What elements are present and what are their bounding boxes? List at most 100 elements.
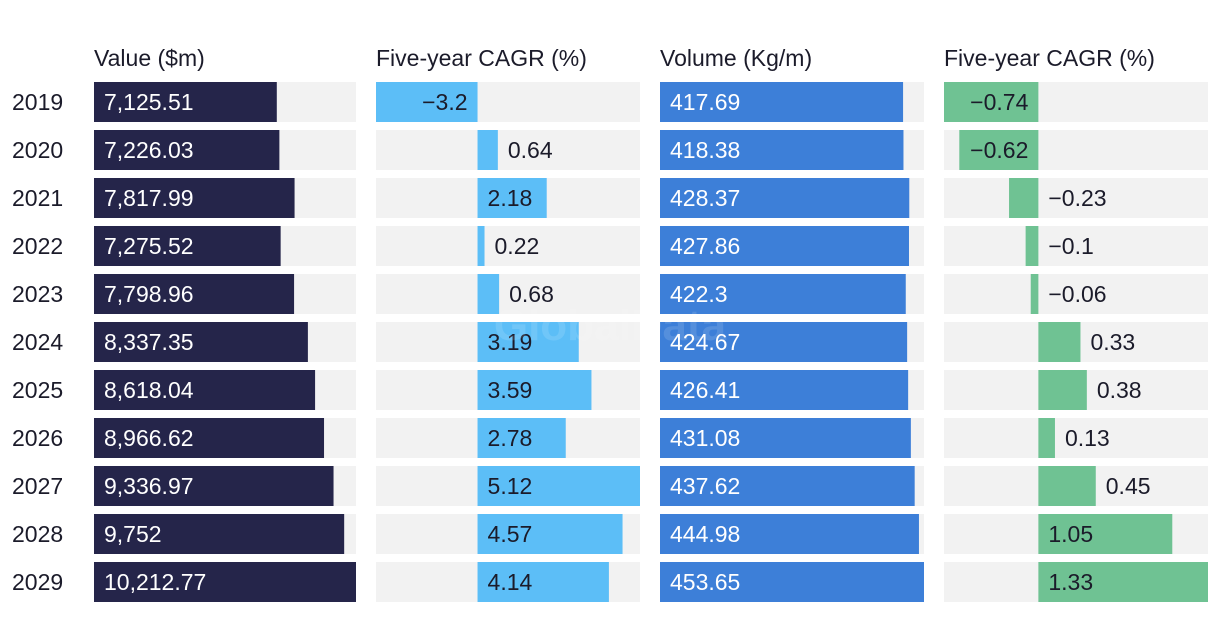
panel-4-bar-2027 xyxy=(1038,466,1096,506)
panel-4-label-2022: −0.1 xyxy=(1048,233,1093,259)
panel-4-bar-2022 xyxy=(1025,226,1039,266)
year-label-2023: 2023 xyxy=(12,281,63,307)
panel-1-bar-2029 xyxy=(94,562,356,602)
panel-1-bar-2027 xyxy=(94,466,334,506)
panel-2-track-2020 xyxy=(376,130,640,170)
panel-3-label-2028: 444.98 xyxy=(670,521,740,547)
panel-1-bar-2022 xyxy=(94,226,281,266)
panel-3-label-2019: 417.69 xyxy=(670,89,740,115)
panel-4-label-2028: 1.05 xyxy=(1048,521,1093,547)
panel-2-bar-2029 xyxy=(477,562,609,602)
panel-1-bar-2019 xyxy=(94,82,277,122)
panel-2-label-2022: 0.22 xyxy=(495,233,540,259)
panel-2-bar-2025 xyxy=(477,370,592,410)
year-label-2029: 2029 xyxy=(12,569,63,595)
year-label-2026: 2026 xyxy=(12,425,63,451)
panel-2-title: Five-year CAGR (%) xyxy=(376,45,587,71)
panel-4-bar-2025 xyxy=(1038,370,1087,410)
panel-3-label-2029: 453.65 xyxy=(670,569,740,595)
panel-1-label-2023: 7,798.96 xyxy=(104,281,194,307)
panel-1: Value ($m) 7,125.51 7,226.03 7,817.99 7,275.… xyxy=(94,45,356,602)
panel-2-track-2023 xyxy=(376,274,640,314)
panel-1-title: Value ($m) xyxy=(94,45,205,71)
panel-2-track-2022 xyxy=(376,226,640,266)
panel-4-track-2026 xyxy=(944,418,1208,458)
panel-3: Volume (Kg/m) 417.69 418.38 428.37 427.86 422… xyxy=(660,45,924,602)
panel-1-label-2020: 7,226.03 xyxy=(104,137,194,163)
panel-3-label-2022: 427.86 xyxy=(670,233,740,259)
panel-1-label-2019: 7,125.51 xyxy=(104,89,194,115)
panel-2-bar-2019 xyxy=(376,82,478,122)
panel-2-label-2029: 4.14 xyxy=(488,569,533,595)
panel-4-title: Five-year CAGR (%) xyxy=(944,45,1155,71)
year-label-2021: 2021 xyxy=(12,185,63,211)
panel-2-label-2028: 4.57 xyxy=(488,521,533,547)
panel-1-label-2025: 8,618.04 xyxy=(104,377,194,403)
panel-4-label-2029: 1.33 xyxy=(1048,569,1093,595)
year-label-2020: 2020 xyxy=(12,137,63,163)
panel-2-label-2027: 5.12 xyxy=(488,473,533,499)
year-axis: 2019 2020 2021 2022 2023 2024 2025 2026 2027 2028… xyxy=(12,89,63,595)
panel-1-bar-2023 xyxy=(94,274,295,314)
panel-4: Five-year CAGR (%) −0.74 −0.62 −0.23 −0.1 −0.… xyxy=(944,45,1208,602)
panel-3-bar-2022 xyxy=(660,226,909,266)
panel-2-bar-2026 xyxy=(477,418,566,458)
year-label-2027: 2027 xyxy=(12,473,63,499)
watermark: GlobalData xyxy=(494,301,727,350)
panel-4-track-2023 xyxy=(944,274,1208,314)
panel-3-label-2023: 422.3 xyxy=(670,281,728,307)
panel-4-bar-2029 xyxy=(1038,562,1208,602)
panel-1-label-2022: 7,275.52 xyxy=(104,233,194,259)
panel-1-label-2028: 9,752 xyxy=(104,521,162,547)
panel-3-title: Volume (Kg/m) xyxy=(660,45,812,71)
panel-4-label-2021: −0.23 xyxy=(1048,185,1106,211)
panel-2-bar-2027 xyxy=(477,466,640,506)
panel-4-label-2019: −0.74 xyxy=(970,89,1028,115)
panel-2-bar-2020 xyxy=(477,130,498,170)
panel-4-bar-2026 xyxy=(1038,418,1055,458)
panel-3-bar-2027 xyxy=(660,466,915,506)
panel-1-label-2021: 7,817.99 xyxy=(104,185,194,211)
panel-4-label-2020: −0.62 xyxy=(970,137,1028,163)
panel-4-label-2023: −0.06 xyxy=(1048,281,1106,307)
panel-1-label-2027: 9,336.97 xyxy=(104,473,194,499)
panel-4-track-2021 xyxy=(944,178,1208,218)
panel-3-label-2021: 428.37 xyxy=(670,185,740,211)
panel-2-bar-2028 xyxy=(477,514,623,554)
panel-2-bar-2023 xyxy=(477,274,500,314)
year-label-2025: 2025 xyxy=(12,377,63,403)
panel-2: Five-year CAGR (%) −3.2 0.64 2.18 0.22 0.68 3.… xyxy=(376,45,640,602)
panel-2-label-2021: 2.18 xyxy=(488,185,533,211)
panel-2-bar-2022 xyxy=(477,226,485,266)
panel-4-bar-2024 xyxy=(1038,322,1081,362)
panel-3-bar-2024 xyxy=(660,322,908,362)
panel-1-label-2029: 10,212.77 xyxy=(104,569,206,595)
year-label-2019: 2019 xyxy=(12,89,63,115)
panel-2-label-2025: 3.59 xyxy=(488,377,533,403)
panel-3-label-2024: 424.67 xyxy=(670,329,740,355)
panel-3-bar-2023 xyxy=(660,274,906,314)
panel-1-label-2026: 8,966.62 xyxy=(104,425,194,451)
panel-3-bar-2021 xyxy=(660,178,910,218)
panel-4-label-2024: 0.33 xyxy=(1090,329,1135,355)
panel-4-label-2027: 0.45 xyxy=(1106,473,1151,499)
panel-3-label-2020: 418.38 xyxy=(670,137,740,163)
panel-1-bar-2026 xyxy=(94,418,325,458)
chart-panels: Value ($m) 7,125.51 7,226.03 7,817.99 7,275.… xyxy=(94,45,1208,602)
panel-4-bar-2023 xyxy=(1030,274,1039,314)
panel-3-label-2025: 426.41 xyxy=(670,377,740,403)
panel-2-label-2024: 3.19 xyxy=(488,329,533,355)
panel-2-label-2020: 0.64 xyxy=(508,137,553,163)
year-label-2024: 2024 xyxy=(12,329,63,355)
panel-1-bar-2020 xyxy=(94,130,280,170)
year-label-2028: 2028 xyxy=(12,521,63,547)
panel-3-bar-2026 xyxy=(660,418,911,458)
panel-1-bar-2021 xyxy=(94,178,295,218)
panel-2-label-2026: 2.78 xyxy=(488,425,533,451)
panel-3-bar-2020 xyxy=(660,130,904,170)
panel-3-bar-2019 xyxy=(660,82,904,122)
panel-4-label-2025: 0.38 xyxy=(1097,377,1142,403)
panel-2-bar-2021 xyxy=(477,178,547,218)
panel-4-bar-2021 xyxy=(1009,178,1039,218)
